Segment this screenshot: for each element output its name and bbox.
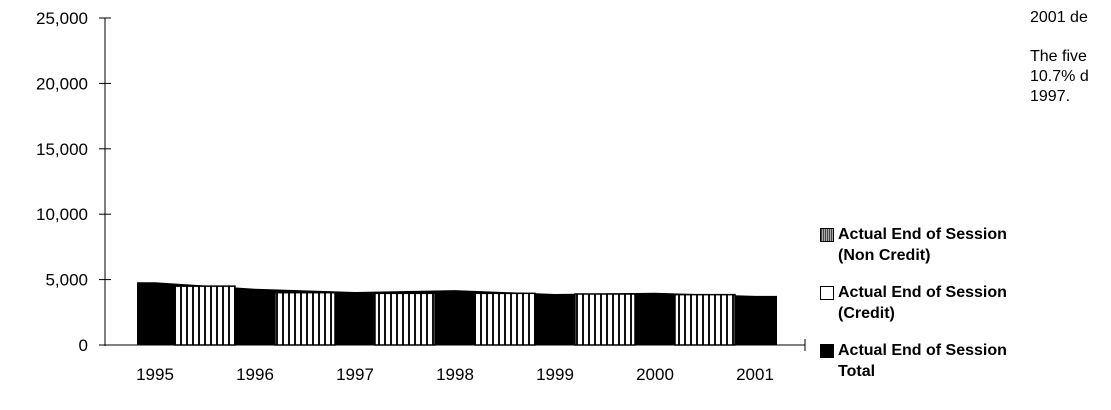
bar-credit-1995 [174, 285, 236, 346]
y-tick-label-20000: 20,000 [36, 74, 88, 93]
legend-label-total: Actual End of Session Total [838, 340, 1007, 382]
legend-label-non-credit-line1: Actual End of Session [838, 226, 1007, 243]
side-text-line-3: 10.7% d [1030, 68, 1089, 85]
side-text-line-1: 2001 de [1030, 9, 1088, 26]
x-tick-label-2000: 2000 [636, 365, 674, 384]
y-tick-label-25000: 25,000 [36, 9, 88, 28]
bar-credit-1999 [574, 293, 636, 346]
x-tick-label-1997: 1997 [336, 365, 374, 384]
legend-item-total: Actual End of Session Total [818, 340, 1111, 398]
legend-label-total-line2: Total [838, 363, 876, 380]
side-text-line-2: The five [1030, 48, 1087, 65]
y-tick-label-5000: 5,000 [45, 271, 88, 290]
y-tick-label-0: 0 [79, 336, 88, 355]
bar-credit-1996 [274, 291, 336, 346]
legend-swatch-credit [820, 286, 834, 300]
x-tick-label-1998: 1998 [436, 365, 474, 384]
x-tick-label-1995: 1995 [136, 365, 174, 384]
bar-credit-1997 [374, 292, 436, 346]
legend-label-non-credit: Actual End of Session (Non Credit) [838, 224, 1007, 266]
bar-credit-2000 [674, 293, 736, 346]
y-tick-label-15000: 15,000 [36, 140, 88, 159]
x-tick-label-2001: 2001 [736, 365, 774, 384]
chart-legend: Actual End of Session (Non Credit) Actua… [818, 224, 1111, 398]
legend-item-credit: Actual End of Session (Credit) [818, 282, 1111, 340]
x-tick-label-1999: 1999 [536, 365, 574, 384]
legend-label-non-credit-line2: (Non Credit) [838, 247, 931, 264]
y-tick-label-10000: 10,000 [36, 205, 88, 224]
legend-swatch-non-credit [820, 228, 834, 242]
legend-label-credit-line2: (Credit) [838, 305, 895, 322]
axes-layer: 25,000 20,000 15,000 10,000 5,000 0 1995 1996 19… [36, 9, 806, 384]
legend-label-total-line1: Actual End of Session [838, 342, 1007, 359]
legend-swatch-total [820, 344, 834, 358]
legend-item-non-credit: Actual End of Session (Non Credit) [818, 224, 1111, 282]
legend-label-credit-line1: Actual End of Session [838, 284, 1007, 301]
x-tick-label-1996: 1996 [236, 365, 274, 384]
bars-layer [174, 285, 736, 346]
legend-label-credit: Actual End of Session (Credit) [838, 282, 1007, 324]
side-text-line-4: 1997. [1030, 88, 1071, 105]
bar-credit-1998 [474, 292, 536, 346]
